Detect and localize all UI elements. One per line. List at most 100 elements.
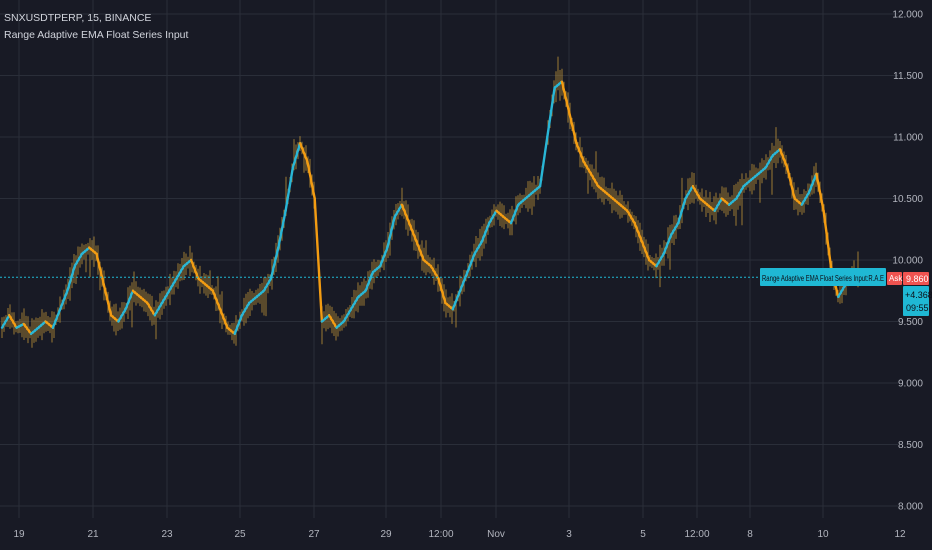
ema-segment	[335, 320, 345, 329]
time-label: 09:55	[906, 303, 929, 313]
ema-segment	[313, 197, 324, 323]
ema-segment	[22, 322, 33, 335]
ema-segment	[429, 265, 440, 280]
ema-segment	[466, 252, 476, 274]
ema-segment	[226, 326, 236, 335]
ema-segment	[247, 295, 258, 305]
ema-segment	[640, 240, 651, 262]
y-tick-label: 10.500	[892, 194, 923, 205]
y-tick-label: 11.000	[893, 133, 923, 144]
ema-segment	[735, 184, 745, 200]
ema-segment	[473, 240, 484, 256]
ema-segment	[298, 141, 309, 163]
ema-segment	[771, 148, 782, 157]
ema-segment	[44, 320, 55, 329]
x-tick-label: 29	[380, 529, 392, 540]
ema-segment	[793, 197, 803, 206]
ema-segment	[720, 197, 731, 206]
ema-segment	[189, 258, 200, 280]
ema-segment	[611, 197, 622, 206]
ema-segment	[95, 252, 106, 286]
x-tick-label: 3	[566, 529, 572, 540]
ema-segment	[29, 326, 40, 335]
ema-segment	[553, 80, 564, 90]
ema-segment	[211, 289, 222, 311]
ema-segment	[378, 246, 389, 268]
ema-segment	[524, 191, 534, 200]
ema-segment	[320, 314, 331, 323]
ema-segment	[458, 271, 469, 292]
ema-segment	[357, 289, 367, 299]
ema-segment	[364, 271, 374, 292]
ema-segment	[0, 314, 11, 329]
ema-segment	[815, 172, 825, 213]
x-tick-label: 19	[13, 529, 25, 540]
ema-segment	[269, 246, 280, 280]
ema-segment	[488, 209, 498, 225]
x-tick-label: 5	[640, 529, 646, 540]
ema-segment	[698, 197, 709, 206]
ema-segment	[284, 166, 294, 213]
ema-segment	[778, 148, 789, 170]
ema-segment	[531, 184, 542, 194]
ema-segment	[408, 221, 418, 243]
ema-segment	[131, 289, 142, 299]
horizontal-grid	[0, 13, 898, 507]
ema-segment	[568, 111, 578, 145]
ema-segment	[371, 265, 382, 274]
ema-segment	[662, 234, 673, 256]
ema-segment	[218, 308, 229, 329]
ask-badge-label: Ask	[889, 274, 903, 283]
ema-segment	[444, 301, 454, 311]
ema-segment	[160, 289, 171, 305]
ema-segment	[146, 301, 156, 317]
countdown-badge: +4.368 09:55	[903, 286, 932, 316]
y-tick-label: 10.000	[892, 256, 923, 267]
ema-segment	[386, 215, 396, 249]
ema-segment	[807, 172, 818, 194]
ema-segment	[727, 197, 738, 206]
symbol-title: SNXUSDTPERP, 15, BINANCE	[4, 12, 152, 24]
ema-segment	[51, 308, 62, 329]
ema-segment	[175, 265, 186, 280]
ema-segment	[138, 295, 149, 305]
x-tick-label: 12:00	[428, 529, 453, 540]
ema-segment	[546, 86, 556, 139]
ema-segment	[204, 283, 215, 292]
ema-segment	[706, 203, 716, 213]
x-tick-label: 10	[817, 529, 829, 540]
ema-segment	[400, 203, 411, 225]
ema-segment	[618, 203, 629, 213]
ema-segment	[677, 197, 687, 225]
x-tick-label: 25	[234, 529, 246, 540]
ema-segment	[153, 301, 164, 317]
ema-segment	[749, 172, 760, 182]
ema-segment	[582, 160, 593, 176]
ema-segment	[451, 289, 462, 311]
ema-segment	[59, 289, 69, 311]
ema-segment	[66, 265, 76, 292]
y-axis[interactable]: 12.000 11.500 11.000 10.500 10.000 9.500 9.000…	[892, 10, 923, 513]
ema-segment	[393, 203, 404, 219]
ema-segment	[117, 308, 127, 323]
ema-segment	[560, 80, 571, 114]
ema-segment	[73, 252, 84, 268]
ema-segment	[197, 277, 207, 286]
ema-segment	[102, 283, 113, 317]
ema-segment	[342, 308, 353, 323]
ema-segment	[633, 221, 644, 243]
x-tick-label: 12:00	[684, 529, 709, 540]
ema-segment	[124, 289, 135, 311]
ema-line	[0, 80, 862, 335]
ema-segment	[255, 289, 265, 299]
ema-segment	[291, 141, 302, 170]
ema-segment	[37, 320, 47, 329]
y-tick-label: 8.500	[898, 440, 923, 451]
ask-badge: Ask	[887, 272, 903, 285]
x-axis[interactable]: 19 21 23 25 27 29 12:00 Nov 3 5 12:00 8 10 12	[13, 529, 906, 540]
ema-segment	[837, 283, 847, 299]
chart-header: SNXUSDTPERP, 15, BINANCE Range Adaptive …	[4, 10, 188, 44]
ema-segment	[328, 314, 338, 329]
x-tick-label: 27	[308, 529, 320, 540]
